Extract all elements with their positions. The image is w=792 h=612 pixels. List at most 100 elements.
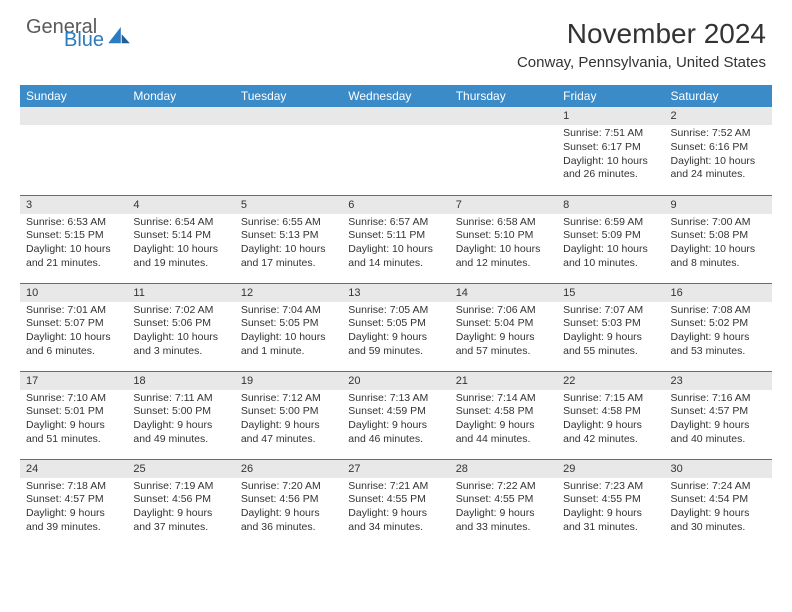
calendar-day-cell: 16Sunrise: 7:08 AMSunset: 5:02 PMDayligh… <box>665 283 772 371</box>
sunrise-text: Sunrise: 6:55 AM <box>241 216 336 230</box>
logo-text: General Blue <box>26 18 104 50</box>
daylight-text: Daylight: 9 hours and 53 minutes. <box>671 331 766 358</box>
sunrise-text: Sunrise: 7:14 AM <box>456 392 551 406</box>
day-number: 25 <box>127 460 234 478</box>
sunrise-text: Sunrise: 7:11 AM <box>133 392 228 406</box>
day-header: Saturday <box>665 85 772 107</box>
sunrise-text: Sunrise: 7:02 AM <box>133 304 228 318</box>
sunset-text: Sunset: 4:57 PM <box>26 493 121 507</box>
calendar-week: 1Sunrise: 7:51 AMSunset: 6:17 PMDaylight… <box>20 107 772 195</box>
day-number <box>20 107 127 125</box>
day-number: 30 <box>665 460 772 478</box>
day-content: Sunrise: 7:18 AMSunset: 4:57 PMDaylight:… <box>20 478 127 539</box>
day-number: 16 <box>665 284 772 302</box>
sunset-text: Sunset: 5:10 PM <box>456 229 551 243</box>
day-number <box>342 107 449 125</box>
calendar-day-cell: 11Sunrise: 7:02 AMSunset: 5:06 PMDayligh… <box>127 283 234 371</box>
day-number: 11 <box>127 284 234 302</box>
sunrise-text: Sunrise: 6:57 AM <box>348 216 443 230</box>
day-content: Sunrise: 7:11 AMSunset: 5:00 PMDaylight:… <box>127 390 234 451</box>
day-header: Tuesday <box>235 85 342 107</box>
daylight-text: Daylight: 9 hours and 34 minutes. <box>348 507 443 534</box>
day-number: 13 <box>342 284 449 302</box>
calendar-day-cell <box>127 107 234 195</box>
day-content: Sunrise: 7:52 AMSunset: 6:16 PMDaylight:… <box>665 125 772 186</box>
calendar-day-cell: 29Sunrise: 7:23 AMSunset: 4:55 PMDayligh… <box>557 459 664 547</box>
day-number: 26 <box>235 460 342 478</box>
calendar-day-cell: 27Sunrise: 7:21 AMSunset: 4:55 PMDayligh… <box>342 459 449 547</box>
sunrise-text: Sunrise: 7:21 AM <box>348 480 443 494</box>
day-number: 2 <box>665 107 772 125</box>
calendar-day-cell: 3Sunrise: 6:53 AMSunset: 5:15 PMDaylight… <box>20 195 127 283</box>
calendar-day-cell: 25Sunrise: 7:19 AMSunset: 4:56 PMDayligh… <box>127 459 234 547</box>
sunset-text: Sunset: 5:07 PM <box>26 317 121 331</box>
day-number: 18 <box>127 372 234 390</box>
calendar-day-cell: 10Sunrise: 7:01 AMSunset: 5:07 PMDayligh… <box>20 283 127 371</box>
daylight-text: Daylight: 9 hours and 30 minutes. <box>671 507 766 534</box>
day-number: 27 <box>342 460 449 478</box>
day-number: 20 <box>342 372 449 390</box>
sunrise-text: Sunrise: 7:15 AM <box>563 392 658 406</box>
day-content: Sunrise: 7:20 AMSunset: 4:56 PMDaylight:… <box>235 478 342 539</box>
sunrise-text: Sunrise: 7:00 AM <box>671 216 766 230</box>
calendar-day-cell <box>235 107 342 195</box>
calendar-day-cell: 1Sunrise: 7:51 AMSunset: 6:17 PMDaylight… <box>557 107 664 195</box>
day-header: Friday <box>557 85 664 107</box>
sunset-text: Sunset: 5:00 PM <box>133 405 228 419</box>
daylight-text: Daylight: 10 hours and 3 minutes. <box>133 331 228 358</box>
day-header: Wednesday <box>342 85 449 107</box>
calendar-table: SundayMondayTuesdayWednesdayThursdayFrid… <box>20 85 772 547</box>
day-number: 7 <box>450 196 557 214</box>
day-content: Sunrise: 7:01 AMSunset: 5:07 PMDaylight:… <box>20 302 127 363</box>
sunset-text: Sunset: 5:00 PM <box>241 405 336 419</box>
sunset-text: Sunset: 4:56 PM <box>241 493 336 507</box>
day-number: 22 <box>557 372 664 390</box>
calendar-header-row: SundayMondayTuesdayWednesdayThursdayFrid… <box>20 85 772 107</box>
day-header: Thursday <box>450 85 557 107</box>
day-content: Sunrise: 7:08 AMSunset: 5:02 PMDaylight:… <box>665 302 772 363</box>
day-number: 8 <box>557 196 664 214</box>
sunset-text: Sunset: 5:02 PM <box>671 317 766 331</box>
calendar-day-cell: 18Sunrise: 7:11 AMSunset: 5:00 PMDayligh… <box>127 371 234 459</box>
day-number: 9 <box>665 196 772 214</box>
day-content: Sunrise: 7:24 AMSunset: 4:54 PMDaylight:… <box>665 478 772 539</box>
daylight-text: Daylight: 10 hours and 17 minutes. <box>241 243 336 270</box>
calendar-week: 10Sunrise: 7:01 AMSunset: 5:07 PMDayligh… <box>20 283 772 371</box>
day-number: 10 <box>20 284 127 302</box>
calendar-day-cell <box>20 107 127 195</box>
sunset-text: Sunset: 5:08 PM <box>671 229 766 243</box>
calendar-day-cell: 8Sunrise: 6:59 AMSunset: 5:09 PMDaylight… <box>557 195 664 283</box>
calendar-day-cell: 23Sunrise: 7:16 AMSunset: 4:57 PMDayligh… <box>665 371 772 459</box>
sunrise-text: Sunrise: 7:05 AM <box>348 304 443 318</box>
daylight-text: Daylight: 9 hours and 36 minutes. <box>241 507 336 534</box>
sunrise-text: Sunrise: 7:16 AM <box>671 392 766 406</box>
day-content: Sunrise: 7:07 AMSunset: 5:03 PMDaylight:… <box>557 302 664 363</box>
day-content: Sunrise: 7:12 AMSunset: 5:00 PMDaylight:… <box>235 390 342 451</box>
daylight-text: Daylight: 10 hours and 1 minute. <box>241 331 336 358</box>
page-header: General Blue November 2024 Conway, Penns… <box>0 0 792 79</box>
sunset-text: Sunset: 5:03 PM <box>563 317 658 331</box>
day-number: 23 <box>665 372 772 390</box>
calendar-week: 24Sunrise: 7:18 AMSunset: 4:57 PMDayligh… <box>20 459 772 547</box>
sunrise-text: Sunrise: 7:24 AM <box>671 480 766 494</box>
daylight-text: Daylight: 9 hours and 44 minutes. <box>456 419 551 446</box>
sunrise-text: Sunrise: 7:08 AM <box>671 304 766 318</box>
daylight-text: Daylight: 9 hours and 39 minutes. <box>26 507 121 534</box>
day-content: Sunrise: 7:02 AMSunset: 5:06 PMDaylight:… <box>127 302 234 363</box>
sunset-text: Sunset: 4:54 PM <box>671 493 766 507</box>
sunset-text: Sunset: 5:05 PM <box>348 317 443 331</box>
daylight-text: Daylight: 10 hours and 10 minutes. <box>563 243 658 270</box>
day-number: 14 <box>450 284 557 302</box>
sunrise-text: Sunrise: 7:13 AM <box>348 392 443 406</box>
sunset-text: Sunset: 5:04 PM <box>456 317 551 331</box>
day-content: Sunrise: 7:51 AMSunset: 6:17 PMDaylight:… <box>557 125 664 186</box>
calendar-day-cell: 19Sunrise: 7:12 AMSunset: 5:00 PMDayligh… <box>235 371 342 459</box>
calendar-day-cell: 2Sunrise: 7:52 AMSunset: 6:16 PMDaylight… <box>665 107 772 195</box>
day-content: Sunrise: 7:16 AMSunset: 4:57 PMDaylight:… <box>665 390 772 451</box>
daylight-text: Daylight: 9 hours and 49 minutes. <box>133 419 228 446</box>
sunrise-text: Sunrise: 7:23 AM <box>563 480 658 494</box>
day-content: Sunrise: 7:22 AMSunset: 4:55 PMDaylight:… <box>450 478 557 539</box>
day-header: Sunday <box>20 85 127 107</box>
daylight-text: Daylight: 10 hours and 8 minutes. <box>671 243 766 270</box>
daylight-text: Daylight: 9 hours and 57 minutes. <box>456 331 551 358</box>
